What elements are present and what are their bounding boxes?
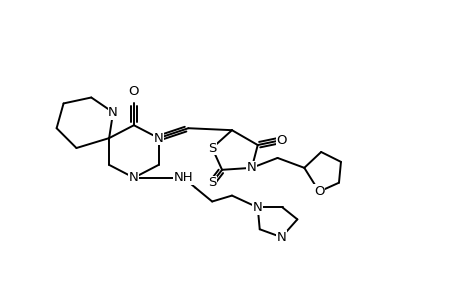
Text: S: S bbox=[207, 142, 216, 154]
Text: O: O bbox=[313, 185, 324, 198]
Text: O: O bbox=[129, 85, 139, 98]
Text: O: O bbox=[276, 134, 286, 147]
Text: S: S bbox=[207, 176, 216, 189]
Text: N: N bbox=[129, 171, 139, 184]
Text: N: N bbox=[246, 161, 256, 174]
Text: NH: NH bbox=[173, 171, 193, 184]
Text: N: N bbox=[276, 231, 286, 244]
Text: N: N bbox=[252, 201, 262, 214]
Text: N: N bbox=[153, 132, 163, 145]
Text: N: N bbox=[108, 106, 118, 119]
